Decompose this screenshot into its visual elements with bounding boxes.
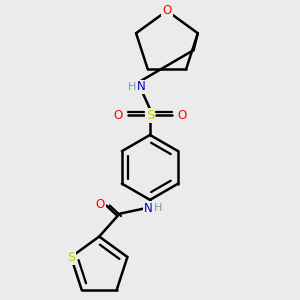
Text: H: H (154, 203, 163, 213)
Text: S: S (67, 250, 75, 263)
Text: N: N (137, 80, 146, 94)
Text: O: O (95, 198, 105, 211)
Text: O: O (177, 109, 187, 122)
Text: O: O (162, 4, 172, 17)
Text: N: N (144, 202, 153, 215)
Text: H: H (128, 82, 136, 92)
Text: S: S (146, 109, 154, 122)
Text: O: O (113, 109, 123, 122)
